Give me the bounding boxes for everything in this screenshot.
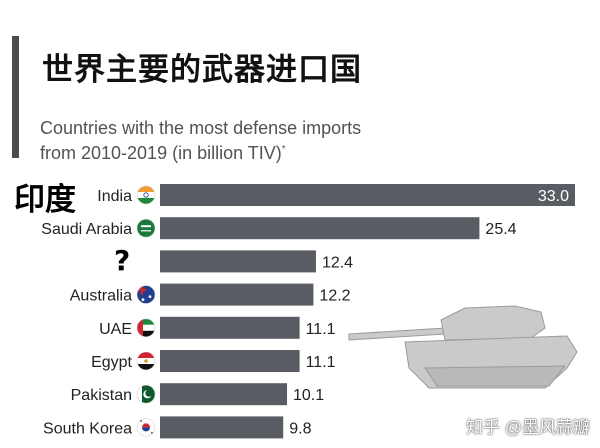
bar-pakistan bbox=[160, 383, 288, 406]
bar-australia bbox=[160, 283, 314, 306]
value-label: 33.0 bbox=[538, 188, 569, 205]
australia-flag-icon bbox=[136, 285, 156, 304]
bar-south-korea bbox=[160, 416, 284, 439]
tank-track bbox=[424, 365, 567, 387]
value-label: 9.8 bbox=[289, 420, 311, 437]
bar-saudi-arabia bbox=[160, 217, 480, 240]
category-label: Pakistan bbox=[71, 387, 132, 404]
pakistan-flag-icon bbox=[136, 384, 156, 404]
annotation-question-mark: ? bbox=[114, 244, 131, 277]
bar-india bbox=[160, 184, 575, 206]
saudi-flag-icon bbox=[136, 218, 156, 238]
category-label: Australia bbox=[70, 288, 132, 305]
chart-title: 世界主要的武器进口国 bbox=[42, 52, 362, 88]
value-label: 11.1 bbox=[306, 354, 336, 371]
value-label: 12.4 bbox=[322, 254, 353, 271]
bar-egypt bbox=[160, 350, 300, 372]
uae-flag-icon bbox=[136, 318, 156, 338]
india-flag-icon bbox=[136, 185, 156, 205]
tank-gun-barrel bbox=[348, 327, 446, 341]
chart-subtitle: Countries with the most defense imports … bbox=[40, 118, 361, 164]
subtitle-footnote-mark: * bbox=[281, 144, 286, 155]
watermark-text: 知乎 @墨风蒜瓣 bbox=[466, 418, 590, 437]
subtitle-line-1: Countries with the most defense imports bbox=[40, 118, 362, 138]
category-label: UAE bbox=[99, 321, 132, 338]
category-label: Egypt bbox=[91, 354, 132, 371]
value-label: 12.2 bbox=[319, 288, 350, 305]
egypt-flag-icon bbox=[136, 351, 156, 371]
value-label: 10.1 bbox=[293, 387, 324, 404]
value-label: 11.1 bbox=[306, 321, 336, 338]
south-korea-flag-icon bbox=[136, 418, 156, 437]
annotation-india-cn: 印度 bbox=[14, 182, 76, 218]
subtitle-line-2: from 2010-2019 (in billion TIV) bbox=[40, 143, 282, 163]
tank-turret bbox=[440, 305, 546, 341]
bar-unknown bbox=[160, 250, 316, 273]
bars-layer: 33.0 India 25.4 Saudi Arabia 12.4 12.2 Austral… bbox=[41, 184, 575, 439]
category-label: South Korea bbox=[43, 420, 132, 437]
category-label: Saudi Arabia bbox=[41, 221, 132, 238]
value-label: 25.4 bbox=[485, 221, 516, 238]
bar-uae bbox=[160, 316, 300, 339]
accent-bar bbox=[12, 36, 19, 158]
category-label: India bbox=[97, 188, 132, 205]
tank-silhouette-icon bbox=[348, 305, 578, 389]
